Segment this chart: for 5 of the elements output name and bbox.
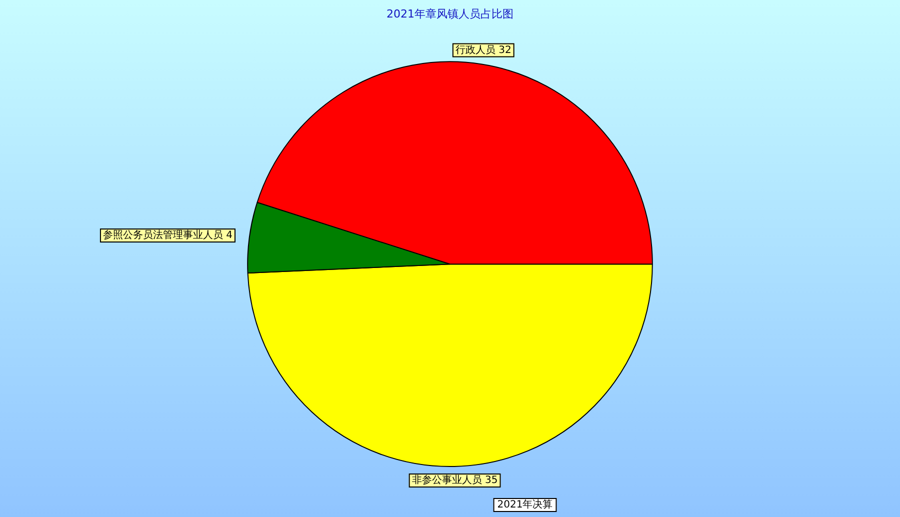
text: 2021年决算 — [497, 498, 553, 511]
slice-label: 参照公务员法管理事业人员 4 — [102, 229, 233, 242]
slice-label: 非参公事业人员 35 — [412, 474, 498, 486]
slice-label: 行政人员 32 — [455, 44, 512, 56]
chart-title: 2021年章风镇人员占比图 — [386, 7, 514, 20]
